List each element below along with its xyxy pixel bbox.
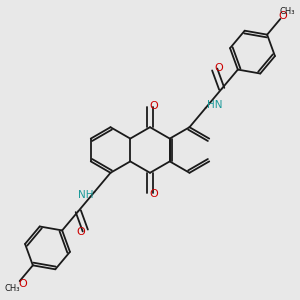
Text: O: O (279, 11, 287, 21)
Text: O: O (149, 100, 158, 110)
Text: O: O (214, 63, 223, 73)
Text: O: O (18, 279, 27, 289)
Text: O: O (77, 227, 85, 237)
Text: CH₃: CH₃ (4, 284, 20, 293)
Text: NH: NH (78, 190, 93, 200)
Text: HN: HN (207, 100, 222, 110)
Text: CH₃: CH₃ (280, 7, 296, 16)
Text: O: O (149, 190, 158, 200)
